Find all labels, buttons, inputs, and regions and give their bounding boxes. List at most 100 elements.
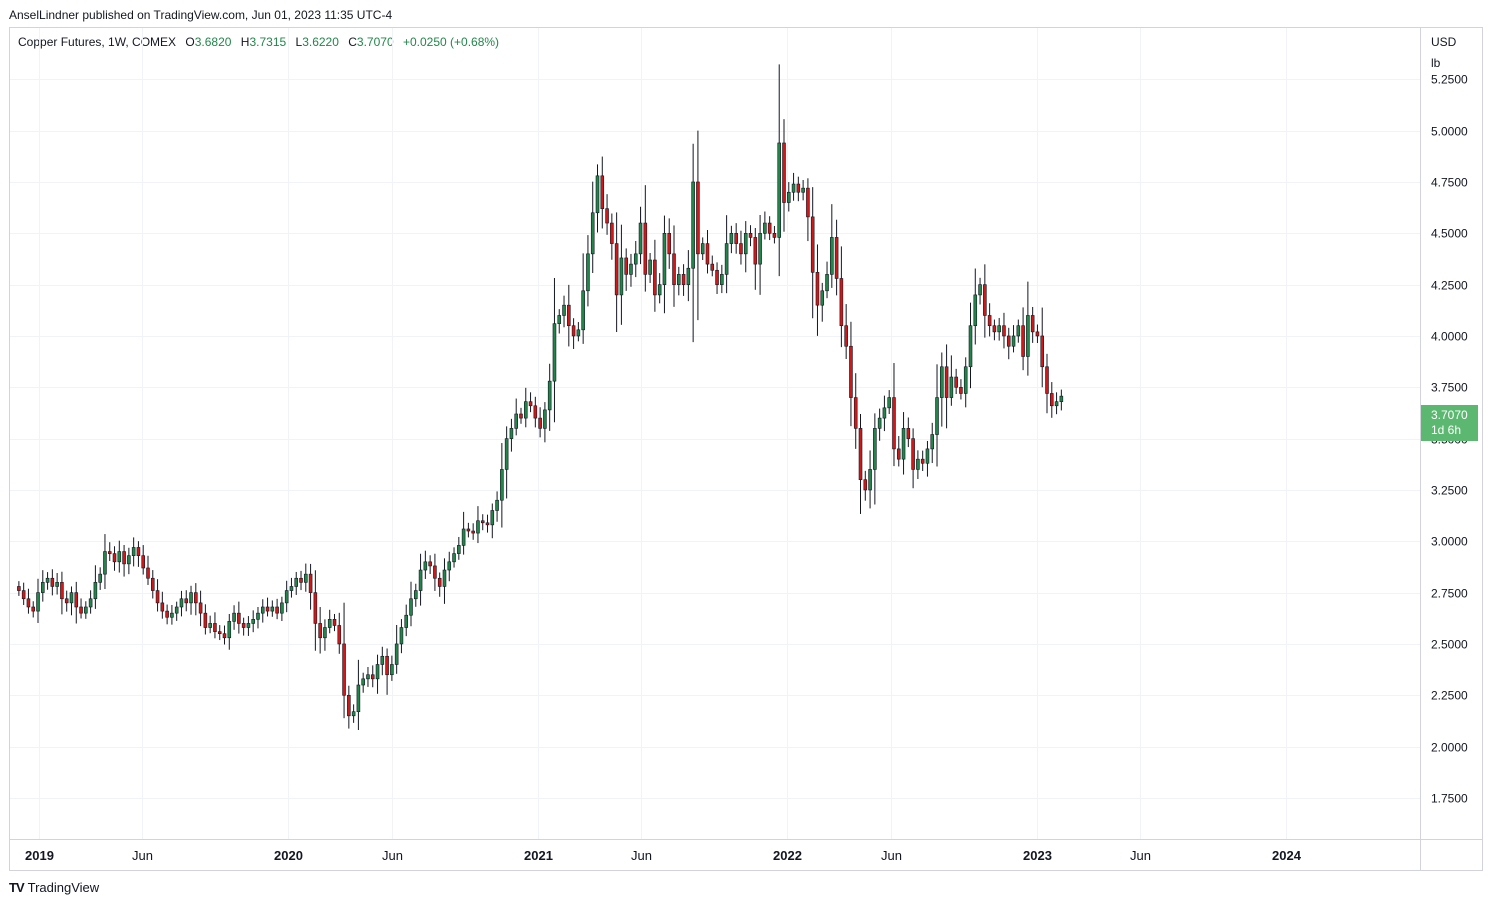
candle-body [576,329,581,337]
time-axis[interactable]: 2019 Jun 2020 Jun 2021 Jun 2022 Jun 2023 Jun 2024 [25,848,1302,863]
candle-body [490,510,495,526]
candle-body [691,181,695,269]
candle-body [342,643,346,696]
candle-body [347,694,351,717]
candle-body [409,598,413,616]
candle-body [653,259,657,296]
candle-body [356,684,361,713]
candle-body [686,267,691,285]
candle-body [251,619,255,624]
candle-body [743,233,748,255]
candle-body [825,274,829,292]
time-tick-label: 2021 [524,848,553,863]
candle-body [74,592,79,608]
candle-body [629,263,633,275]
candle-body [304,573,308,583]
candle-body [772,233,777,238]
time-tick-label: 2024 [1272,848,1302,863]
candle-body [380,655,385,665]
candle-body [433,565,437,579]
price-tick-label: 3.7500 [1431,381,1468,395]
candle-body [165,610,169,618]
candle-body [519,413,523,419]
candle-body [562,304,566,316]
candle-body [237,612,241,624]
close-label: C [348,35,357,49]
candle-body [414,590,418,600]
candle-body [50,577,55,587]
low-value: 3.6220 [302,35,339,49]
candle-body [739,243,743,255]
close-value: 3.7070 [356,35,394,49]
tradingview-footer[interactable]: TV TradingView [9,880,99,895]
candle-body [849,345,853,398]
candle-body [873,428,877,470]
time-tick-label: Jun [382,848,403,863]
candle-body [858,428,863,480]
change-value: +0.0250 (+0.68%) [402,35,500,49]
candle-body [724,243,729,275]
candle-body [394,643,399,665]
price-tick-label: 2.0000 [1431,741,1468,755]
candle-body [241,623,246,628]
candle-body [103,551,107,575]
candle-body [643,222,648,275]
candle-body [901,428,906,460]
chart-frame [9,27,1483,871]
candle-body [55,582,59,587]
candle-body [141,555,145,569]
candle-body [217,631,222,634]
candle-body [853,397,858,429]
candle-body [992,325,997,333]
candle-body [457,545,461,554]
candle-body [404,614,409,628]
price-axis[interactable]: 1.7500 2.0000 2.2500 2.5000 2.7500 3.0000 3.25… [1431,73,1468,806]
candle-body [308,573,313,593]
candle-body [1011,335,1016,347]
candle-body [471,530,475,534]
candle-body [810,216,815,273]
high-label: H [240,35,250,49]
candle-body [41,582,45,593]
candle-body [1006,335,1011,347]
time-tick-label: Jun [132,848,153,863]
candle-body [571,325,576,337]
candle-body [514,413,518,429]
candle-body [461,528,466,546]
candle-body [260,606,265,614]
candle-body [710,263,715,271]
price-tick-label: 5.0000 [1431,125,1468,139]
candle-body [189,592,193,604]
candle-body [882,407,887,419]
tradingview-logo-icon: TV [9,880,25,895]
candle-body [667,233,672,255]
price-tick-label: 2.2500 [1431,689,1468,703]
candle-body [112,553,117,563]
candle-body [495,499,499,511]
candle-body [318,623,322,639]
candle-body [997,325,1001,333]
candle-body [720,274,724,285]
candle-body [786,191,791,203]
symbol-title[interactable]: Copper Futures, 1W, COMEX [18,35,177,49]
candle-body [466,528,471,532]
candle-body [500,469,504,501]
candle-body [45,577,50,583]
candle-body [476,520,480,534]
candle-body [17,586,21,591]
candle-body [925,448,930,464]
price-tick-label: 4.7500 [1431,176,1468,190]
candle-body [98,573,102,583]
candle-body [763,222,767,234]
candle-body [806,187,810,218]
candle-body [590,212,595,255]
candle-body [1059,395,1064,402]
candle-body [284,590,289,604]
candle-body [150,577,155,591]
candle-body [160,602,165,612]
candle-body [146,567,150,579]
candle-body [88,598,93,608]
candle-body [447,561,452,571]
candle-body [820,290,825,306]
